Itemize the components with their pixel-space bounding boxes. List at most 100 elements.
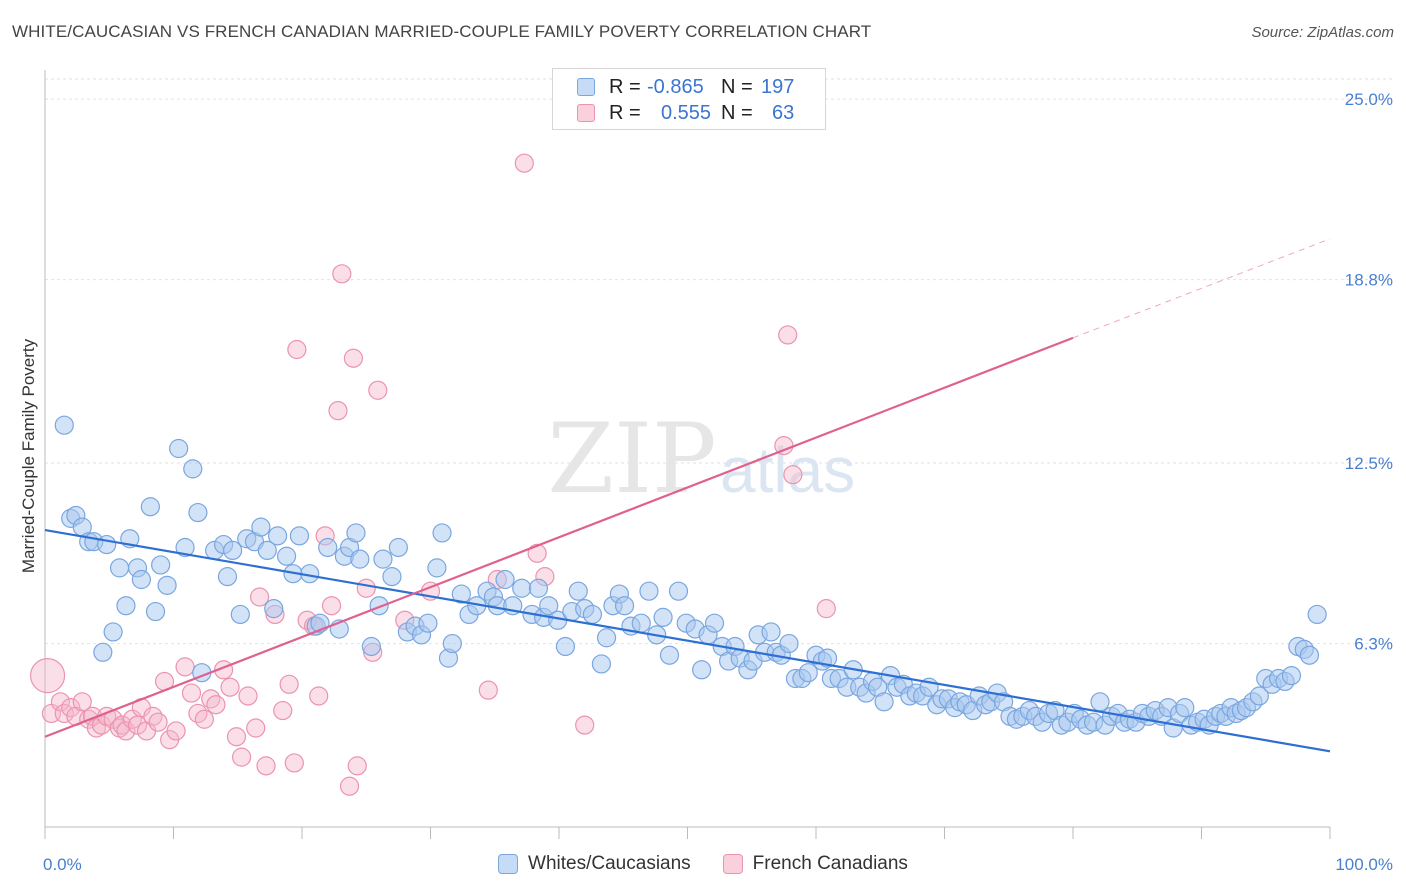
- whites-caucasians-point: [631, 613, 651, 633]
- blue-swatch: [577, 78, 595, 96]
- whites-caucasians-point: [188, 502, 208, 523]
- whites-caucasians-point: [512, 578, 532, 598]
- r-label: R =: [609, 75, 641, 98]
- series-legend: Whites/Caucasians French Canadians: [0, 852, 1406, 876]
- whites-caucasians-point: [264, 599, 284, 619]
- french-canadians-point: [332, 264, 352, 284]
- french-canadians-point: [201, 689, 221, 709]
- whites-caucasians-point: [1090, 692, 1110, 712]
- whites-caucasians-point: [704, 613, 725, 633]
- french-canadians-point: [356, 578, 376, 598]
- french-canadians-point: [279, 674, 299, 694]
- whites-caucasians-point: [582, 604, 603, 625]
- n-label: N =: [721, 101, 753, 124]
- legend-item-french[interactable]: French Canadians: [722, 853, 908, 875]
- r-value: -0.865: [647, 75, 704, 98]
- whites-caucasians-point: [289, 526, 310, 546]
- whites-caucasians-point: [54, 415, 74, 435]
- whites-caucasians-point: [568, 581, 588, 601]
- whites-caucasians-point: [318, 537, 338, 558]
- watermark-atlas: atlas: [720, 434, 855, 506]
- whites-caucasians-point: [151, 555, 171, 575]
- whites-caucasians-point: [495, 569, 515, 590]
- french-canadians-point: [339, 776, 360, 796]
- french-canadians-point: [284, 753, 304, 773]
- watermark: ZIP atlas: [547, 403, 855, 515]
- french-canadians-point: [72, 692, 92, 712]
- x-tick-label: 0.0%: [43, 855, 82, 874]
- french-canadians-point: [226, 727, 247, 747]
- whites-caucasians-point: [109, 558, 130, 578]
- french-canadians-point: [50, 692, 71, 712]
- whites-caucasians-point: [230, 604, 250, 625]
- french-trend-extension: [1072, 238, 1331, 339]
- legend-label-whites: Whites/Caucasians: [528, 853, 691, 874]
- whites-trend-line: [44, 528, 1331, 753]
- whites-caucasians-point: [116, 596, 136, 616]
- french-canadians-point: [368, 380, 388, 400]
- whites-caucasians-point: [276, 546, 297, 566]
- watermark-zip: ZIP: [547, 403, 716, 515]
- french-canadians-point: [166, 721, 186, 741]
- whites-caucasians-point: [382, 567, 402, 587]
- whites-caucasians-point: [761, 622, 781, 642]
- french-canadians-point: [246, 718, 266, 738]
- french-canadians-point: [321, 596, 342, 616]
- whites-caucasians-point: [555, 636, 576, 657]
- whites-caucasians-point: [1299, 645, 1320, 665]
- chart-title: WHITE/CAUCASIAN VS FRENCH CANADIAN MARRI…: [12, 22, 872, 41]
- french-canadians-point: [575, 715, 595, 735]
- whites-caucasians-point: [1175, 698, 1195, 718]
- correlation-legend: R = -0.865 N = 197 R = 0.555 N = 63: [552, 68, 826, 130]
- french-canadians-point: [238, 686, 258, 706]
- n-value: 197: [761, 75, 795, 98]
- french-canadians-point: [194, 709, 214, 729]
- whites-caucasians-point: [145, 601, 166, 622]
- whites-caucasians-point: [614, 596, 635, 616]
- whites-caucasians-point: [817, 648, 838, 668]
- whites-caucasians-point: [217, 567, 238, 587]
- pink-swatch: [722, 854, 743, 874]
- legend-row-whites: R = -0.865 N = 197: [577, 74, 794, 100]
- french-canadians-point: [143, 706, 163, 726]
- whites-caucasians-point: [223, 540, 243, 561]
- whites-caucasians-point: [175, 537, 195, 558]
- grid-lines: [45, 78, 1395, 645]
- blue-swatch: [498, 854, 519, 874]
- whites-caucasians-point: [131, 569, 151, 590]
- legend-item-whites[interactable]: Whites/Caucasians: [498, 853, 691, 875]
- whites-caucasians-point: [140, 497, 160, 517]
- y-tick-label: 6.3%: [1354, 635, 1393, 654]
- whites-caucasians-point: [418, 613, 438, 633]
- french-canadians-point: [783, 465, 803, 485]
- whites-caucasians-point: [346, 523, 366, 543]
- whites-caucasians-point: [427, 558, 447, 578]
- french-canadians-point: [116, 721, 136, 741]
- pink-swatch: [577, 104, 595, 122]
- french-trend-line: [44, 336, 1074, 738]
- french-canadians-point: [206, 695, 226, 715]
- axes: [44, 70, 1331, 839]
- whites-caucasians-point: [251, 517, 271, 537]
- whites-caucasians-point: [169, 438, 189, 459]
- french-canadians-point: [478, 680, 498, 700]
- y-axis-title: Married-Couple Family Poverty: [19, 338, 38, 573]
- french-canadians-point: [527, 543, 547, 563]
- french-canadians-point: [287, 339, 307, 360]
- whites-caucasians-point: [639, 581, 659, 601]
- french-canadians-point: [249, 587, 270, 607]
- french-canadians-point: [181, 683, 202, 703]
- french-canadians-point: [328, 401, 348, 421]
- french-canadians-points: [29, 153, 836, 796]
- whites-caucasians-point: [451, 584, 471, 604]
- whites-caucasians-point: [1281, 665, 1302, 686]
- whites-caucasians-point: [1249, 686, 1269, 706]
- whites-caucasians-point: [103, 622, 123, 642]
- n-label: N =: [721, 75, 753, 98]
- n-value: 63: [772, 101, 795, 124]
- french-canadians-point: [29, 657, 66, 694]
- whites-caucasians-point: [653, 607, 673, 627]
- french-canadians-point: [256, 756, 276, 776]
- whites-caucasians-point: [692, 660, 712, 680]
